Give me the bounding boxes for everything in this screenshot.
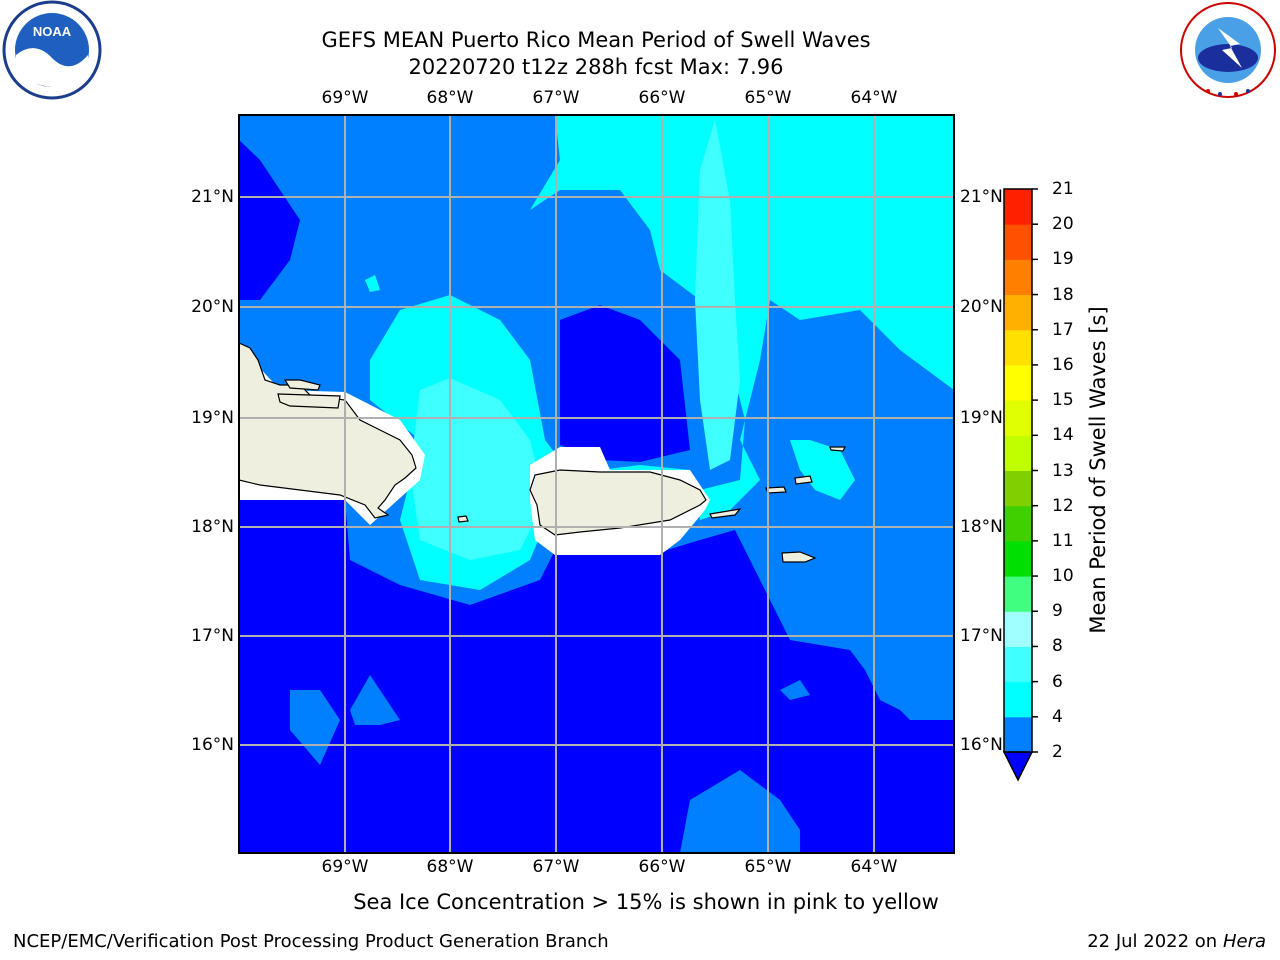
- map-subtitle: 20220720 t12z 288h fcst Max: 7.96: [408, 55, 784, 79]
- lat-label-left: 17°N: [191, 626, 234, 646]
- colorbar-tick-label: 16: [1052, 354, 1074, 375]
- map-title: GEFS MEAN Puerto Rico Mean Period of Swe…: [321, 28, 871, 52]
- colorbar-segment: [1004, 540, 1032, 577]
- colorbar-tick-label: 14: [1052, 425, 1074, 446]
- colorbar-tick-label: 8: [1052, 636, 1063, 657]
- noaa-logo: NOAA: [2, 0, 102, 100]
- footer-host: Hera: [1222, 931, 1266, 952]
- map-frame: [238, 114, 955, 854]
- colorbar-tick-label: 13: [1052, 460, 1074, 481]
- lat-label-right: 21°N: [960, 187, 1003, 207]
- lon-label-bottom: 68°W: [426, 857, 474, 877]
- lon-label-top: 65°W: [744, 88, 792, 108]
- colorbar-segment: [1004, 576, 1032, 612]
- lon-label-top: 69°W: [321, 88, 369, 108]
- lon-label-bottom: 65°W: [744, 857, 792, 877]
- colorbar-segment: [1004, 400, 1032, 436]
- colorbar-tick-label: 20: [1052, 214, 1074, 235]
- noaa-logo-text: NOAA: [33, 24, 72, 39]
- lon-label-top: 68°W: [426, 88, 474, 108]
- lon-label-bottom: 69°W: [321, 857, 369, 877]
- swell-band-2-4: [239, 140, 954, 853]
- lat-label-left: 21°N: [191, 187, 234, 207]
- lon-label-top: 66°W: [638, 88, 686, 108]
- colorbar-segment: [1004, 294, 1032, 331]
- map-area: [239, 115, 954, 853]
- gridlines: [239, 115, 954, 853]
- sea-ice-caption: Sea Ice Concentration > 15% is shown in …: [353, 890, 939, 914]
- colorbar-tick-label: 15: [1052, 390, 1074, 411]
- lat-label-left: 16°N: [191, 735, 234, 755]
- colorbar-tick-label: 9: [1052, 601, 1063, 622]
- colorbar-segment: [1004, 716, 1032, 753]
- colorbar-tick-label: 19: [1052, 249, 1074, 270]
- colorbar-tick-label: 21: [1052, 179, 1074, 199]
- lat-label-right: 20°N: [960, 297, 1003, 317]
- colorbar-segment: [1004, 189, 1032, 225]
- swell-band-4-6-patch: [290, 540, 954, 853]
- colorbar-segment: [1004, 470, 1032, 507]
- lat-label-right: 16°N: [960, 735, 1003, 755]
- colorbar-segment: [1004, 259, 1032, 296]
- colorbar-tick-label: 10: [1052, 566, 1074, 587]
- footer-branch: NCEP/EMC/Verification Post Processing Pr…: [13, 931, 609, 952]
- colorbar-extend-arrow: [1002, 751, 1034, 782]
- colorbar-tick-label: 12: [1052, 495, 1074, 516]
- lat-label-left: 18°N: [191, 517, 234, 537]
- colorbar-segment: [1004, 646, 1032, 683]
- nws-logo: [1180, 2, 1276, 98]
- colorbar-tick-label: 4: [1052, 706, 1063, 727]
- colorbar: [1002, 188, 1038, 782]
- lon-label-bottom: 64°W: [850, 857, 898, 877]
- colorbar-tick-label: 2: [1052, 742, 1063, 762]
- lon-label-top: 64°W: [850, 88, 898, 108]
- lat-label-left: 19°N: [191, 408, 234, 428]
- footer-date: 22 Jul 2022 on Hera: [1087, 931, 1266, 952]
- colorbar-title: Mean Period of Swell Waves [s]: [1086, 306, 1110, 634]
- colorbar-segment: [1004, 329, 1032, 366]
- colorbar-tick-label: 6: [1052, 671, 1063, 692]
- lon-label-top: 67°W: [532, 88, 580, 108]
- colorbar-tick-label: 18: [1052, 284, 1074, 305]
- lon-label-bottom: 67°W: [532, 857, 580, 877]
- lat-label-right: 17°N: [960, 626, 1003, 646]
- colorbar-segment: [1004, 681, 1032, 718]
- colorbar-segment: [1004, 435, 1032, 471]
- colorbar-tick-label: 17: [1052, 319, 1074, 340]
- lat-label-left: 20°N: [191, 297, 234, 317]
- lat-label-right: 19°N: [960, 408, 1003, 428]
- colorbar-tick-label: 11: [1052, 530, 1074, 551]
- lat-label-right: 18°N: [960, 517, 1003, 537]
- colorbar-segment: [1004, 611, 1032, 647]
- swell-band-8-9: [410, 120, 740, 560]
- footer-date-text: 22 Jul 2022 on: [1087, 931, 1223, 952]
- colorbar-segment: [1004, 505, 1032, 542]
- lon-label-bottom: 66°W: [638, 857, 686, 877]
- colorbar-segment: [1004, 364, 1032, 401]
- colorbar-segment: [1004, 224, 1032, 260]
